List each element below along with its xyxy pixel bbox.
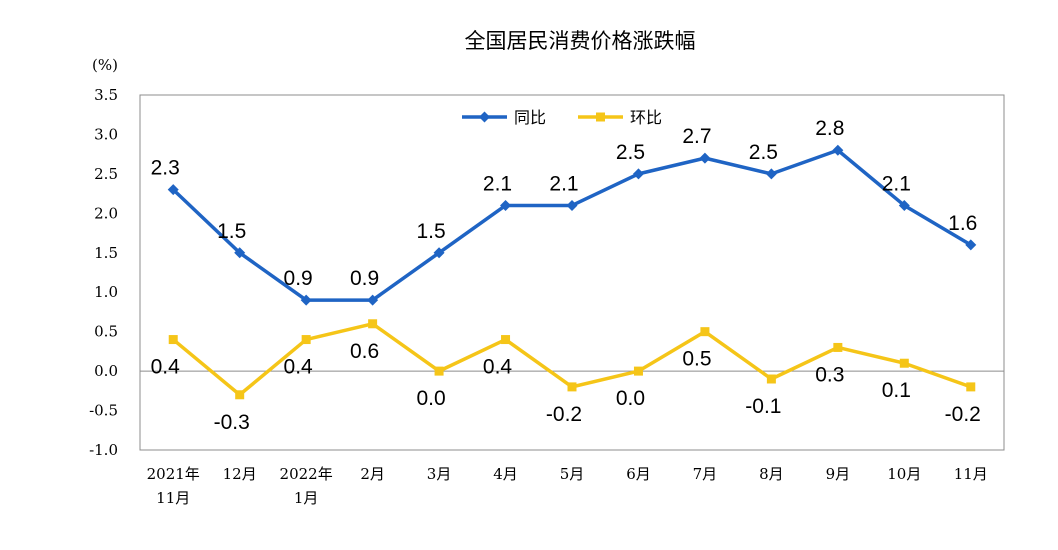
data-label: 1.5 (416, 220, 445, 243)
legend: 同比 环比 (462, 108, 662, 127)
legend-label: 同比 (514, 108, 546, 127)
x-tick-label: 2021年 (147, 465, 200, 483)
y-tick-label: 3.0 (94, 125, 118, 143)
data-point (700, 327, 710, 337)
data-label: 0.0 (616, 387, 645, 410)
data-point (633, 366, 643, 376)
x-tick-label: 2月 (360, 465, 385, 483)
data-point (367, 294, 379, 306)
data-label: 2.5 (749, 141, 778, 164)
data-point (168, 335, 178, 345)
data-point (899, 358, 909, 368)
y-tick-label: 2.0 (94, 204, 118, 222)
x-tick-label: 1月 (294, 489, 319, 507)
y-tick-label: 3.5 (94, 86, 118, 104)
data-label: 2.5 (616, 141, 645, 164)
data-point (898, 199, 910, 211)
data-point (699, 152, 711, 164)
data-label: 2.1 (882, 172, 911, 195)
plot-area (139, 94, 1005, 451)
x-tick-label: 2022年 (280, 465, 333, 483)
data-point (501, 335, 511, 345)
legend-marker (596, 112, 605, 122)
data-label: 1.5 (217, 220, 246, 243)
data-label: 0.4 (151, 356, 181, 379)
data-point (235, 390, 245, 400)
data-point (765, 168, 777, 180)
data-label: 0.4 (483, 356, 513, 379)
chart-title: 全国居民消费价格涨跌幅 (465, 29, 696, 53)
data-point (167, 184, 179, 196)
data-point (433, 247, 445, 259)
data-label: 1.6 (948, 212, 977, 235)
data-point (500, 199, 512, 211)
data-point (368, 319, 378, 329)
legend-label: 环比 (630, 108, 662, 127)
x-tick-label: 4月 (493, 465, 518, 483)
x-tick-label: 11月 (156, 489, 190, 507)
data-label: 0.9 (284, 267, 313, 290)
data-label: -0.2 (546, 403, 582, 426)
data-label: 2.3 (151, 157, 180, 180)
data-point (833, 342, 843, 352)
y-tick-label: 2.5 (94, 165, 118, 183)
x-tick-label: 7月 (693, 465, 718, 483)
y-tick-label: 0.5 (94, 323, 118, 341)
data-point (300, 294, 312, 306)
data-label: -0.2 (945, 403, 981, 426)
data-label: 0.1 (882, 379, 911, 402)
x-tick-label: 9月 (826, 465, 851, 483)
data-label: -0.1 (745, 395, 781, 418)
data-point (832, 144, 844, 156)
data-label: 0.3 (815, 363, 844, 386)
data-point (567, 382, 577, 392)
x-tick-label: 11月 (954, 465, 988, 483)
data-label: 2.8 (815, 117, 844, 140)
data-label: 0.9 (350, 267, 379, 290)
y-unit-label: (%) (92, 56, 118, 74)
data-label: 0.5 (682, 348, 711, 371)
data-label: 2.1 (483, 172, 512, 195)
y-tick-label: 1.0 (94, 283, 118, 301)
data-label: 2.1 (549, 172, 578, 195)
x-tick-label: 5月 (560, 465, 585, 483)
x-tick-label: 12月 (223, 465, 257, 483)
x-tick-label: 6月 (626, 465, 651, 483)
data-point (632, 168, 644, 180)
data-point (966, 382, 976, 392)
legend-marker (479, 111, 490, 123)
x-tick-label: 3月 (427, 465, 452, 483)
data-label: 0.6 (350, 340, 379, 363)
data-point (566, 199, 578, 211)
data-point (965, 239, 977, 251)
data-label: 0.4 (284, 356, 314, 379)
data-label: 0.0 (416, 387, 445, 410)
x-tick-label: 8月 (759, 465, 784, 483)
data-point (301, 335, 311, 345)
y-tick-label: 0.0 (94, 362, 118, 380)
y-tick-label: -0.5 (89, 402, 118, 420)
data-point (434, 366, 444, 376)
y-tick-label: 1.5 (94, 244, 118, 262)
x-tick-label: 10月 (887, 465, 921, 483)
y-tick-label: -1.0 (89, 441, 118, 459)
data-point (766, 374, 776, 384)
data-label: 2.7 (682, 125, 711, 148)
data-label: -0.3 (214, 411, 250, 434)
data-point (234, 247, 246, 259)
